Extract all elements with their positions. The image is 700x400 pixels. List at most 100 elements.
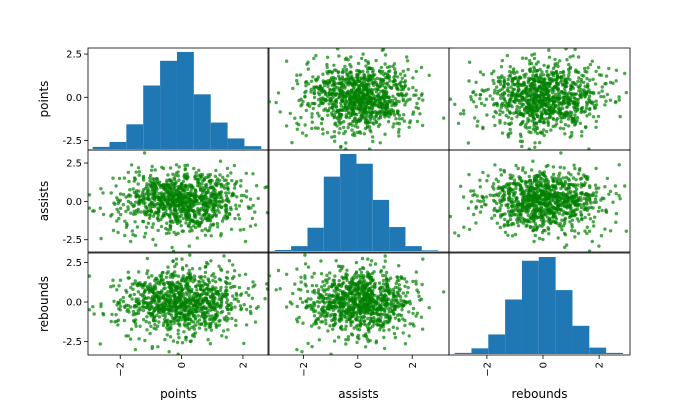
scatter-point [161, 207, 165, 212]
scatter-point [353, 133, 357, 138]
scatter-point [385, 91, 389, 95]
scatter-point [597, 205, 602, 210]
scatter-point [208, 201, 212, 206]
scatter-point [153, 323, 157, 327]
scatter-point [597, 91, 601, 95]
scatter-point [225, 300, 229, 305]
scatter-point [550, 175, 554, 179]
scatter-point [365, 124, 370, 128]
scatter-point [353, 99, 358, 103]
scatter-point [219, 301, 224, 305]
scatter-point [553, 124, 557, 128]
scatter-point [234, 318, 238, 323]
scatter-point [541, 237, 545, 242]
scatter-point [174, 163, 179, 167]
scatter-point [574, 212, 578, 217]
scatter-point [483, 202, 487, 207]
scatter-point [560, 116, 564, 120]
scatter-point [228, 307, 233, 312]
scatter-point [532, 124, 536, 128]
scatter-point [173, 264, 177, 269]
scatter-point [174, 273, 178, 278]
scatter-point [319, 121, 324, 126]
scatter-point [149, 314, 153, 318]
scatter-point [146, 221, 151, 225]
scatter-point [147, 321, 151, 325]
scatter-point [148, 173, 153, 178]
scatter-point [118, 198, 123, 202]
scatter-point [516, 166, 520, 171]
scatter-point [387, 95, 391, 100]
scatter-point [579, 77, 583, 82]
scatter-point [537, 119, 542, 124]
scatter-point [235, 297, 239, 301]
scatter-point [384, 82, 389, 86]
scatter-point [493, 102, 497, 106]
scatter-point [341, 78, 346, 82]
scatter-point [204, 260, 209, 265]
scatter-point [158, 205, 162, 209]
scatter-point [371, 139, 375, 144]
scatter-point [177, 318, 181, 323]
scatter-point [127, 179, 131, 184]
scatter-point [217, 319, 221, 323]
scatter-point [529, 61, 534, 66]
scatter-point [535, 98, 540, 103]
scatter-point [580, 134, 584, 138]
scatter-point [198, 318, 202, 322]
scatter-point [169, 308, 174, 312]
scatter-point [210, 207, 214, 212]
scatter-point [151, 290, 155, 294]
scatter-point [471, 90, 475, 95]
scatter-point [524, 87, 529, 91]
scatter-point [99, 236, 103, 241]
scatter-point [591, 193, 595, 198]
scatter-point [526, 213, 530, 217]
scatter-point [516, 224, 521, 228]
scatter-point [176, 170, 180, 174]
scatter-point [613, 100, 618, 104]
scatter-point [577, 76, 581, 80]
scatter-point [532, 67, 537, 71]
scatter-point [162, 300, 166, 304]
scatter-point [160, 308, 164, 312]
scatter-point [386, 120, 391, 124]
scatter-point [130, 297, 134, 301]
scatter-point [343, 64, 347, 69]
scatter-point [371, 68, 375, 73]
scatter-point [383, 115, 387, 119]
scatter-point [550, 111, 555, 116]
scatter-point [148, 212, 152, 217]
scatter-point [312, 95, 317, 100]
scatter-point [408, 121, 412, 125]
scatter-point [213, 308, 217, 312]
scatter-point [214, 203, 218, 207]
scatter-point [111, 228, 116, 233]
scatter-point [528, 58, 532, 63]
scatter-point [330, 111, 334, 115]
scatter-point [605, 92, 610, 97]
scatter-point [186, 205, 190, 209]
scatter-point [568, 55, 572, 59]
scatter-point [407, 125, 411, 129]
scatter-point [183, 324, 187, 328]
scatter-point [135, 225, 140, 229]
scatter-point [510, 213, 514, 217]
scatter-point [537, 85, 541, 89]
scatter-point [288, 111, 292, 116]
scatter-point [496, 194, 501, 198]
scatter-point [177, 335, 181, 340]
scatter-point [533, 127, 537, 131]
scatter-point [182, 188, 186, 192]
scatter-point [126, 207, 130, 211]
scatter-point [230, 316, 234, 321]
scatter-point [229, 285, 233, 290]
scatter-point [557, 97, 561, 101]
scatter-point [210, 179, 214, 183]
scatter-point [551, 165, 556, 169]
scatter-point [361, 52, 365, 56]
scatter-point [588, 107, 592, 112]
scatter-point [593, 215, 597, 219]
scatter-point [513, 100, 517, 105]
scatter-point [180, 229, 184, 233]
